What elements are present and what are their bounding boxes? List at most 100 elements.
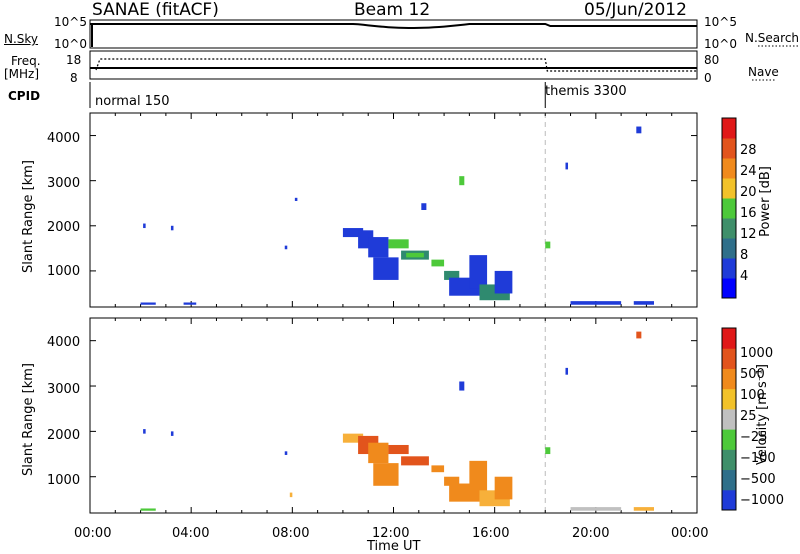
xtick-2000: 20:00 <box>572 526 610 541</box>
header-date: 05/Jun/2012 <box>584 0 687 20</box>
header-title: SANAE (fitACF) <box>92 0 219 20</box>
power-scatter-block-25 <box>565 162 569 170</box>
velocity-colorbar-swatch <box>722 408 736 430</box>
power-colorbar-swatch <box>722 238 736 259</box>
power-scatter-block-14 <box>459 176 465 186</box>
power-ytick-3000: 3000 <box>47 176 81 191</box>
velocity-scatter-block-17 <box>570 507 622 511</box>
velocity-colorbar-swatch <box>722 469 736 491</box>
power-colorbar-frame <box>721 117 737 299</box>
velocity-scatter-block-1 <box>170 431 174 436</box>
label-cpid: CPID <box>8 89 41 103</box>
freq-tick-high: 18 <box>66 53 82 67</box>
power-scatter-block-8 <box>388 239 409 249</box>
label-nsky: N.Sky <box>4 32 39 46</box>
xtick-2400: 00:00 <box>671 526 709 541</box>
velocity-scatter-block-10 <box>444 476 460 486</box>
velocity-scatter-block-6 <box>373 463 399 486</box>
nsky-tick-high: 10^5 <box>54 15 87 29</box>
xtick-0400: 04:00 <box>172 526 210 541</box>
nsky-frame <box>89 19 698 49</box>
velocity-scatter-block-3 <box>342 433 364 443</box>
velocity-scatter-block-8 <box>401 456 429 466</box>
power-ytick-4000: 4000 <box>47 131 81 146</box>
power-scatter-block-19 <box>545 241 551 249</box>
velocity-scatter-block-0 <box>143 429 146 434</box>
power-scatter-block-20 <box>570 301 622 305</box>
velocity-cb-tick-500: 500 <box>740 367 765 382</box>
nsky-tick-low: 10^0 <box>54 37 87 51</box>
power-scatter-block-12 <box>431 259 445 267</box>
velocity-scatter-block-9 <box>431 465 445 473</box>
cpid-segment-normal: normal 150 <box>95 94 170 109</box>
velocity-colorbar-frame <box>721 327 737 511</box>
velocity-scatter-block-16 <box>545 447 551 455</box>
power-cb-tick-8: 8 <box>740 248 749 263</box>
power-colorbar-swatch <box>722 198 736 219</box>
power-scatter-block-7 <box>373 257 399 280</box>
velocity-cb-tick-25: 25 <box>740 409 757 424</box>
power-scatter-block-6 <box>368 237 389 258</box>
power-colorbar-swatch <box>722 158 736 179</box>
power-cb-tick-12: 12 <box>740 227 757 242</box>
power-scatter-block-23 <box>183 302 197 305</box>
velocity-cb-tick-neg25: −25 <box>740 430 768 445</box>
power-cb-tick-24: 24 <box>740 164 757 179</box>
velocity-ytick-4000: 4000 <box>47 335 81 350</box>
velocity-colorbar-swatch <box>722 348 736 369</box>
velocity-colorbar-swatch <box>722 328 736 349</box>
velocity-scatter-block-21 <box>636 331 642 339</box>
xtick-0000: 00:00 <box>74 526 112 541</box>
velocity-scatter-block-18 <box>633 507 655 511</box>
power-scatter-block-11 <box>421 203 427 210</box>
power-scatter-block-18 <box>494 270 513 294</box>
label-freq: Freq. <box>11 54 41 68</box>
power-scatter-block-21 <box>633 301 655 305</box>
velocity-colorbar-swatch <box>722 429 736 450</box>
power-scatter-block-2 <box>284 245 288 250</box>
power-ytick-2000: 2000 <box>47 220 81 235</box>
power-scatter-block-10 <box>406 252 424 258</box>
header-beam: Beam 12 <box>354 0 431 20</box>
power-colorbar-swatch <box>722 258 736 279</box>
velocity-scatter-block-19 <box>140 508 156 511</box>
velocity-cb-tick-neg1000: −1000 <box>740 493 784 508</box>
velocity-scatter-block-11 <box>459 381 465 391</box>
velocity-colorbar-swatch <box>722 388 736 410</box>
nave-tick-high: 80 <box>704 53 720 67</box>
velocity-scatter-block-22 <box>565 367 569 375</box>
power-colorbar-swatch <box>722 118 736 139</box>
label-nsearch: N.Search <box>745 31 800 45</box>
nsearch-tick-high: 10^5 <box>704 15 737 29</box>
velocity-colorbar-swatch <box>722 449 736 471</box>
nave-trace <box>95 58 697 72</box>
power-cb-tick-28: 28 <box>740 143 757 158</box>
xtick-1600: 16:00 <box>472 526 510 541</box>
velocity-scatter-block-2 <box>284 451 288 455</box>
velocity-ytick-2000: 2000 <box>47 428 81 443</box>
cpid-segment-themis: themis 3300 <box>545 84 627 99</box>
power-scatter-block-4 <box>342 228 364 238</box>
velocity-colorbar-swatch <box>722 489 736 511</box>
velocity-cb-tick-100: 100 <box>740 388 765 403</box>
freq-frame <box>89 50 698 80</box>
power-cb-tick-4: 4 <box>740 269 749 284</box>
xtick-1200: 12:00 <box>372 526 410 541</box>
power-scatter-block-0 <box>143 223 146 229</box>
power-scatter-block-16 <box>469 255 488 289</box>
velocity-cb-tick-1000: 1000 <box>740 346 774 361</box>
power-scatter-block-3 <box>294 197 298 201</box>
velocity-ytick-1000: 1000 <box>47 473 81 488</box>
nsky-trace <box>90 23 697 29</box>
power-scatter-block-13 <box>444 270 460 280</box>
nave-tick-low: 0 <box>704 71 712 85</box>
power-ytick-1000: 1000 <box>47 264 81 279</box>
freq-tick-low: 8 <box>70 71 78 85</box>
velocity-scatter-block-13 <box>469 460 488 495</box>
power-cb-tick-16: 16 <box>740 206 757 221</box>
power-colorbar-swatch <box>722 278 736 299</box>
velocity-scatter-block-5 <box>368 442 389 464</box>
power-colorbar-swatch <box>722 218 736 239</box>
velocity-scatter-block-20 <box>289 492 293 498</box>
